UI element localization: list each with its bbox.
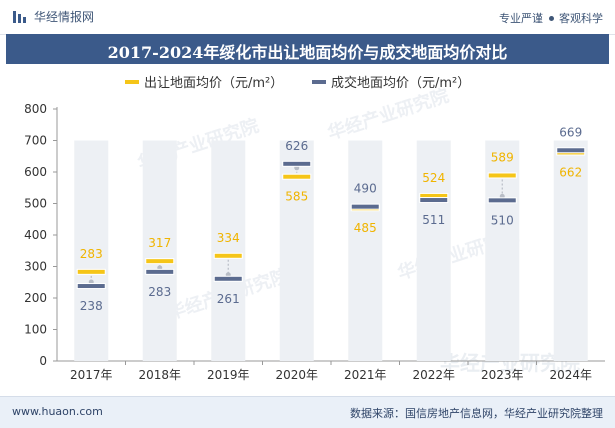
legend-label-a: 出让地面均价（元/m²） [144, 76, 283, 91]
series-a-value-label: 283 [80, 247, 103, 261]
slogan-dot-icon [549, 16, 554, 21]
series-b-value-label: 510 [491, 213, 514, 227]
y-tick-label: 0 [39, 354, 47, 368]
y-tick-label: 400 [24, 228, 47, 242]
category-column [416, 140, 451, 361]
category-column [348, 140, 383, 361]
x-tick-label: 2018年 [138, 368, 181, 382]
watermark-text: 华经产业研究院 [325, 84, 452, 144]
category-column [74, 140, 109, 361]
category-column [279, 140, 314, 361]
series-b-marker [419, 197, 449, 204]
series-a-value-label: 524 [422, 171, 445, 185]
series-b-marker [282, 160, 312, 167]
series-b-marker [350, 203, 380, 210]
series-a-value-label: 589 [491, 150, 514, 164]
y-tick-label: 700 [24, 134, 47, 148]
series-a-marker [145, 258, 175, 265]
x-tick-label: 2020年 [275, 368, 318, 382]
series-b-marker [213, 275, 243, 282]
x-tick-label: 2022年 [412, 368, 455, 382]
series-a-marker [213, 252, 243, 259]
y-tick-label: 300 [24, 260, 47, 274]
category-column [211, 140, 246, 361]
brand-name: 华经情报网 [34, 10, 95, 24]
series-b-marker [556, 147, 586, 154]
series-b-value-label: 238 [80, 299, 103, 313]
series-b-value-label: 490 [354, 182, 377, 196]
category-column [142, 140, 177, 361]
chart: 华经产业研究院华经产业研究院华经产业研究院华经产业研究院华经产业研究院出让地面均… [24, 75, 605, 382]
series-a-marker [487, 172, 517, 179]
series-b-value-label: 626 [285, 139, 308, 153]
series-a-value-label: 334 [217, 231, 240, 245]
title-bar: 2017-2024年绥化市出让地面均价与成交地面均价对比 [6, 34, 609, 64]
x-tick-label: 2019年 [207, 368, 250, 382]
x-tick-label: 2023年 [481, 368, 524, 382]
x-tick-label: 2021年 [344, 368, 387, 382]
brand: 华经情报网 [12, 8, 94, 25]
slogan: 专业严谨 客观科学 [499, 10, 603, 26]
series-b-value-label: 283 [148, 285, 171, 299]
series-a-marker [282, 173, 312, 180]
slogan-right: 客观科学 [559, 12, 603, 25]
y-tick-label: 800 [24, 102, 47, 116]
slogan-left: 专业严谨 [499, 12, 543, 25]
y-tick-label: 600 [24, 165, 47, 179]
series-b-marker [487, 197, 517, 204]
footer-website[interactable]: www.huaon.com [12, 405, 103, 418]
series-a-marker [76, 268, 106, 275]
brand-logo-icon [13, 10, 26, 23]
footer-source: 数据来源：国信房地产信息网，华经产业研究院整理 [350, 407, 603, 420]
series-a-value-label: 485 [354, 221, 377, 235]
legend-label-b: 成交地面均价（元/m²） [331, 75, 470, 91]
y-tick-label: 500 [24, 197, 47, 211]
series-a-value-label: 317 [148, 236, 171, 250]
y-tick-label: 100 [24, 323, 47, 337]
legend-swatch-a [125, 80, 139, 84]
x-tick-label: 2017年 [70, 368, 113, 382]
footer-bar: www.huaon.com 数据来源：国信房地产信息网，华经产业研究院整理 [0, 396, 615, 428]
y-tick-label: 200 [24, 291, 47, 305]
series-b-value-label: 511 [422, 213, 445, 227]
series-a-value-label: 585 [285, 190, 308, 204]
category-column [553, 140, 588, 361]
series-b-value-label: 261 [217, 292, 240, 306]
series-b-marker [76, 283, 106, 290]
series-b-marker [145, 268, 175, 275]
legend-swatch-b [312, 80, 326, 84]
chart-title: 2017-2024年绥化市出让地面均价与成交地面均价对比 [107, 43, 508, 62]
x-tick-label: 2024年 [549, 368, 592, 382]
series-a-value-label: 662 [559, 165, 582, 179]
series-b-value-label: 669 [559, 125, 582, 139]
